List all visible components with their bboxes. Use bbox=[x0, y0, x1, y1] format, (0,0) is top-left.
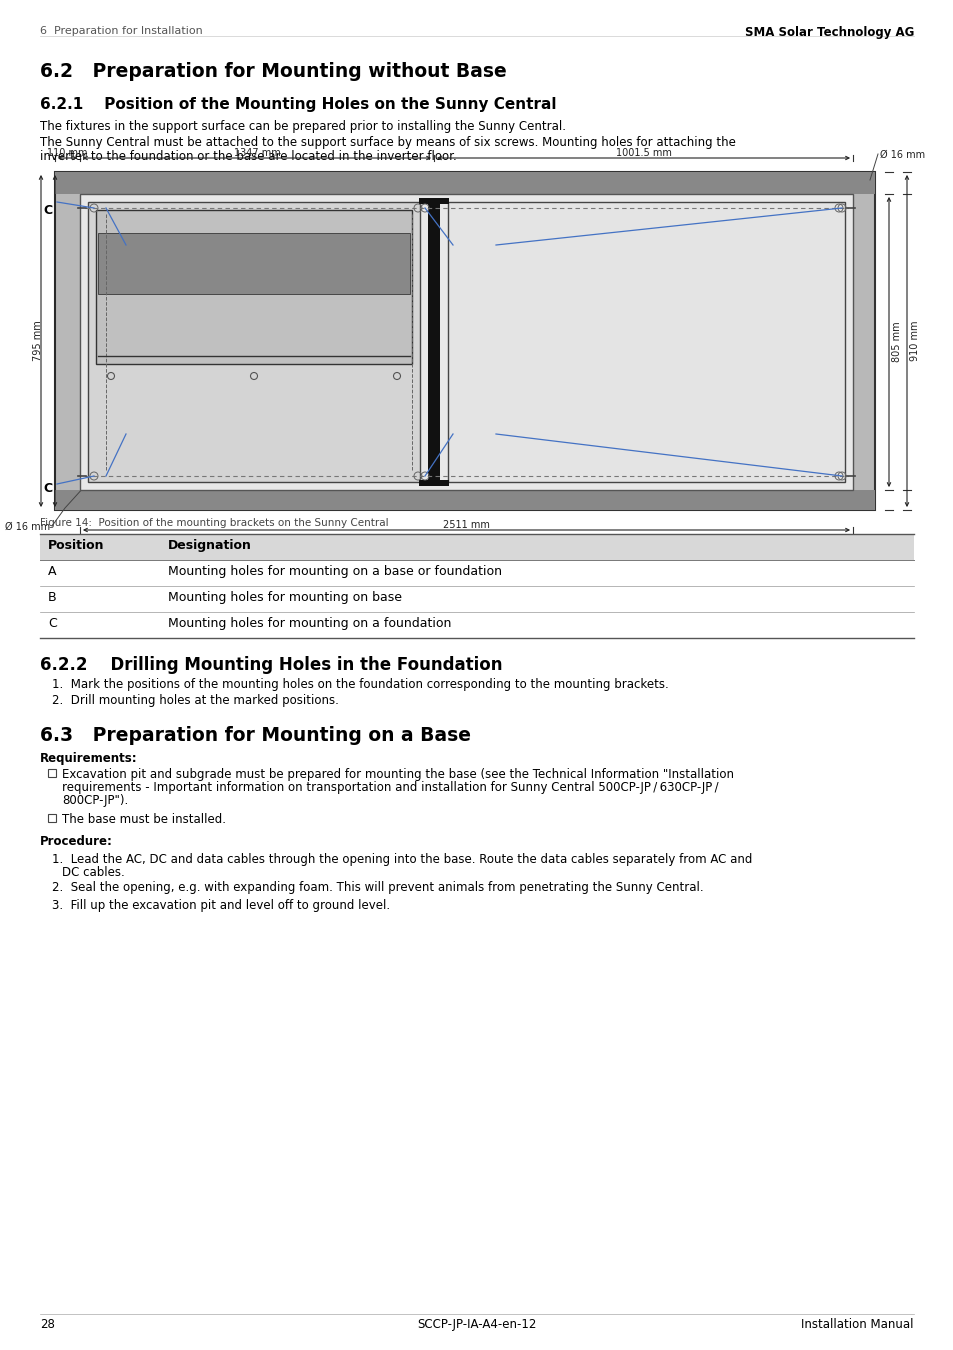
Text: Figure 14:  Position of the mounting brackets on the Sunny Central: Figure 14: Position of the mounting brac… bbox=[40, 518, 388, 528]
Text: 2.  Drill mounting holes at the marked positions.: 2. Drill mounting holes at the marked po… bbox=[52, 694, 338, 707]
Bar bbox=[418, 481, 449, 486]
Bar bbox=[48, 769, 56, 778]
Text: B: B bbox=[118, 432, 128, 446]
Text: 3.  Fill up the excavation pit and level off to ground level.: 3. Fill up the excavation pit and level … bbox=[52, 899, 390, 913]
Text: 6.2   Preparation for Mounting without Base: 6.2 Preparation for Mounting without Bas… bbox=[40, 62, 506, 81]
Bar bbox=[40, 535, 913, 560]
Bar bbox=[98, 234, 410, 294]
Text: 800CP-JP").: 800CP-JP"). bbox=[62, 794, 128, 807]
Text: Ø 16 mm: Ø 16 mm bbox=[5, 522, 50, 532]
Text: C: C bbox=[44, 482, 53, 495]
Text: 2511 mm: 2511 mm bbox=[442, 520, 490, 531]
Text: 6.2.1    Position of the Mounting Holes on the Sunny Central: 6.2.1 Position of the Mounting Holes on … bbox=[40, 97, 556, 112]
Text: 6  Preparation for Installation: 6 Preparation for Installation bbox=[40, 26, 203, 36]
Text: 28: 28 bbox=[40, 1318, 55, 1331]
Bar bbox=[88, 202, 419, 482]
Text: 110 mm: 110 mm bbox=[48, 148, 88, 158]
Text: A: A bbox=[455, 432, 464, 446]
Text: DC cables.: DC cables. bbox=[62, 865, 125, 879]
Text: SCCP-JP-IA-A4-en-12: SCCP-JP-IA-A4-en-12 bbox=[416, 1318, 537, 1331]
Text: SMA Solar Technology AG: SMA Solar Technology AG bbox=[744, 26, 913, 39]
Text: 805 mm: 805 mm bbox=[891, 321, 901, 362]
Text: A: A bbox=[48, 566, 56, 578]
Text: Mounting holes for mounting on base: Mounting holes for mounting on base bbox=[168, 591, 401, 603]
Text: A: A bbox=[455, 247, 464, 261]
Text: Procedure:: Procedure: bbox=[40, 836, 112, 848]
Text: The base must be installed.: The base must be installed. bbox=[62, 813, 226, 826]
Bar bbox=[48, 814, 56, 822]
Text: Position: Position bbox=[48, 539, 105, 552]
Text: Mounting holes for mounting on a base or foundation: Mounting holes for mounting on a base or… bbox=[168, 566, 501, 578]
Bar bbox=[55, 171, 874, 194]
Text: 795 mm: 795 mm bbox=[33, 321, 43, 362]
Bar bbox=[448, 202, 844, 482]
Bar bbox=[96, 211, 412, 364]
Text: A: A bbox=[497, 432, 507, 446]
Text: B: B bbox=[118, 247, 128, 261]
Text: 6.2.2    Drilling Mounting Holes in the Foundation: 6.2.2 Drilling Mounting Holes in the Fou… bbox=[40, 656, 502, 674]
Text: C: C bbox=[44, 204, 53, 217]
Text: 1001.5 mm: 1001.5 mm bbox=[615, 148, 671, 158]
Text: inverter to the foundation or the base are located in the inverter floor.: inverter to the foundation or the base a… bbox=[40, 150, 456, 163]
Text: 1.  Lead the AC, DC and data cables through the opening into the base. Route the: 1. Lead the AC, DC and data cables throu… bbox=[52, 853, 752, 865]
Text: A: A bbox=[497, 247, 507, 261]
Bar bbox=[55, 171, 874, 510]
Bar bbox=[428, 198, 439, 486]
Text: Mounting holes for mounting on a foundation: Mounting holes for mounting on a foundat… bbox=[168, 617, 451, 630]
Text: Ø 16 mm: Ø 16 mm bbox=[879, 150, 924, 161]
Text: The Sunny Central must be attached to the support surface by means of six screws: The Sunny Central must be attached to th… bbox=[40, 136, 735, 148]
Text: requirements - Important information on transportation and installation for Sunn: requirements - Important information on … bbox=[62, 782, 718, 794]
Text: Excavation pit and subgrade must be prepared for mounting the base (see the Tech: Excavation pit and subgrade must be prep… bbox=[62, 768, 733, 782]
Text: 6.3   Preparation for Mounting on a Base: 6.3 Preparation for Mounting on a Base bbox=[40, 726, 471, 745]
Text: 2.  Seal the opening, e.g. with expanding foam. This will prevent animals from p: 2. Seal the opening, e.g. with expanding… bbox=[52, 882, 703, 894]
Text: B: B bbox=[48, 591, 56, 603]
Text: 1.  Mark the positions of the mounting holes on the foundation corresponding to : 1. Mark the positions of the mounting ho… bbox=[52, 678, 668, 691]
Text: The fixtures in the support surface can be prepared prior to installing the Sunn: The fixtures in the support surface can … bbox=[40, 120, 565, 134]
Bar bbox=[418, 198, 449, 204]
Text: 1347 mm: 1347 mm bbox=[233, 148, 280, 158]
Text: C: C bbox=[48, 617, 56, 630]
Bar bbox=[80, 194, 852, 490]
Text: 910 mm: 910 mm bbox=[909, 321, 919, 362]
Text: Designation: Designation bbox=[168, 539, 252, 552]
Text: Installation Manual: Installation Manual bbox=[801, 1318, 913, 1331]
Bar bbox=[55, 490, 874, 510]
Text: Requirements:: Requirements: bbox=[40, 752, 137, 765]
